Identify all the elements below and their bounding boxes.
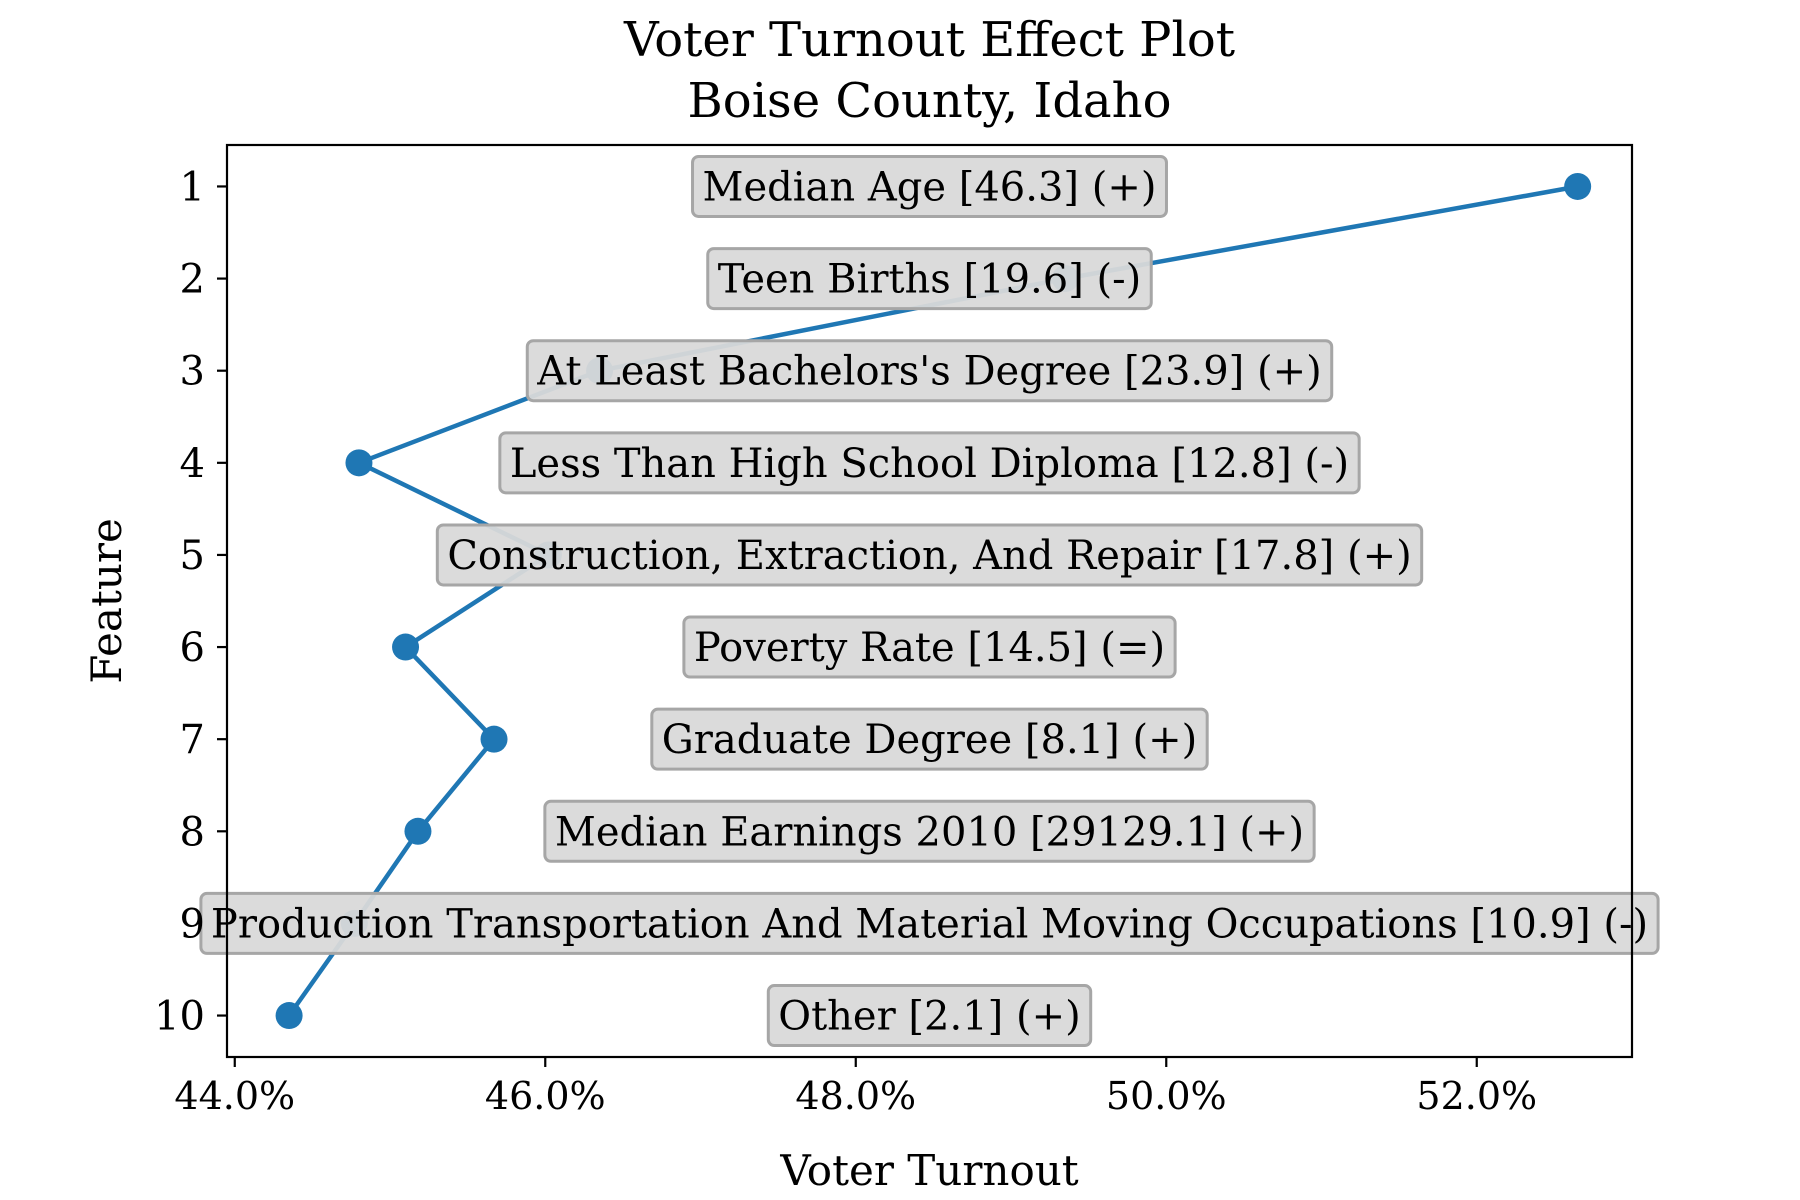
plot-frame	[225, 143, 1634, 1059]
x-axis-ticks: 44.0% 46.0% 48.0% 50.0% 52.0%	[174, 1057, 1537, 1118]
feature-label: Median Earnings 2010 [29129.1] (+)	[543, 799, 1316, 863]
x-tick-label: 46.0%	[485, 1074, 606, 1118]
feature-label-box	[766, 984, 1093, 1048]
feature-label-box	[498, 431, 1361, 495]
x-tick-label: 50.0%	[1106, 1074, 1227, 1118]
y-tick-label: 8	[180, 809, 205, 855]
feature-label-text: At Least Bachelors's Degree [23.9] (+)	[536, 349, 1321, 395]
chart-title: Voter Turnout Effect Plot	[623, 12, 1235, 68]
feature-label-box	[543, 799, 1316, 863]
feature-label-text: Graduate Degree [8.1] (+)	[662, 717, 1197, 763]
y-tick-label: 5	[180, 533, 205, 579]
feature-label-text: Median Age [46.3] (+)	[703, 164, 1157, 210]
data-point	[1564, 172, 1592, 200]
y-tick-label: 3	[180, 349, 205, 395]
feature-label-text: Production Transportation And Material M…	[211, 901, 1648, 947]
y-tick-label: 6	[180, 625, 205, 671]
y-tick-label: 1	[180, 164, 205, 210]
feature-label: Graduate Degree [8.1] (+)	[650, 707, 1209, 771]
y-tick-label: 9	[180, 901, 205, 947]
y-tick-label: 2	[180, 257, 205, 303]
data-point	[404, 817, 432, 845]
feature-label-text: Less Than High School Diploma [12.8] (-)	[510, 441, 1349, 487]
series-line	[287, 184, 1579, 1017]
y-tick-label: 7	[180, 717, 205, 763]
x-tick-label: 52.0%	[1416, 1074, 1537, 1118]
feature-label: Production Transportation And Material M…	[199, 891, 1660, 955]
feature-label-box	[199, 891, 1660, 955]
y-tick-label: 4	[180, 441, 205, 487]
data-point	[345, 449, 373, 477]
feature-label-box	[525, 339, 1334, 403]
feature-labels-group: Median Age [46.3] (+) Teen Births [19.6] …	[199, 154, 1660, 1048]
feature-label-text: Median Earnings 2010 [29129.1] (+)	[555, 809, 1304, 855]
feature-label-box	[706, 247, 1153, 311]
chart-subtitle: Boise County, Idaho	[688, 73, 1172, 129]
feature-label: Less Than High School Diploma [12.8] (-)	[498, 431, 1361, 495]
y-axis-label: Feature	[82, 518, 131, 684]
data-point	[275, 1002, 303, 1030]
feature-label: At Least Bachelors's Degree [23.9] (+)	[525, 339, 1334, 403]
feature-label: Teen Births [19.6] (-)	[706, 247, 1153, 311]
feature-label-box	[435, 523, 1424, 587]
series-line-group	[287, 184, 1579, 1017]
y-axis-ticks: 1 2 3 4 5 6 7 8 9 10	[154, 164, 227, 1040]
data-point	[392, 633, 420, 661]
feature-label-box	[650, 707, 1209, 771]
x-tick-label: 48.0%	[795, 1074, 916, 1118]
feature-label-text: Poverty Rate [14.5] (=)	[694, 625, 1165, 671]
feature-label-box	[691, 154, 1168, 218]
y-tick-label: 10	[154, 994, 205, 1040]
feature-label: Median Age [46.3] (+)	[691, 154, 1168, 218]
x-axis-label: Voter Turnout	[779, 1146, 1078, 1195]
x-tick-label: 44.0%	[174, 1074, 295, 1118]
feature-label: Construction, Extraction, And Repair [17…	[435, 523, 1424, 587]
feature-label: Poverty Rate [14.5] (=)	[682, 615, 1177, 679]
feature-label-text: Other [2.1] (+)	[778, 994, 1080, 1040]
data-point	[480, 725, 508, 753]
feature-label-text: Construction, Extraction, And Repair [17…	[447, 533, 1411, 579]
feature-label-text: Teen Births [19.6] (-)	[718, 257, 1142, 303]
feature-label-box	[682, 615, 1177, 679]
feature-label: Other [2.1] (+)	[766, 984, 1093, 1048]
